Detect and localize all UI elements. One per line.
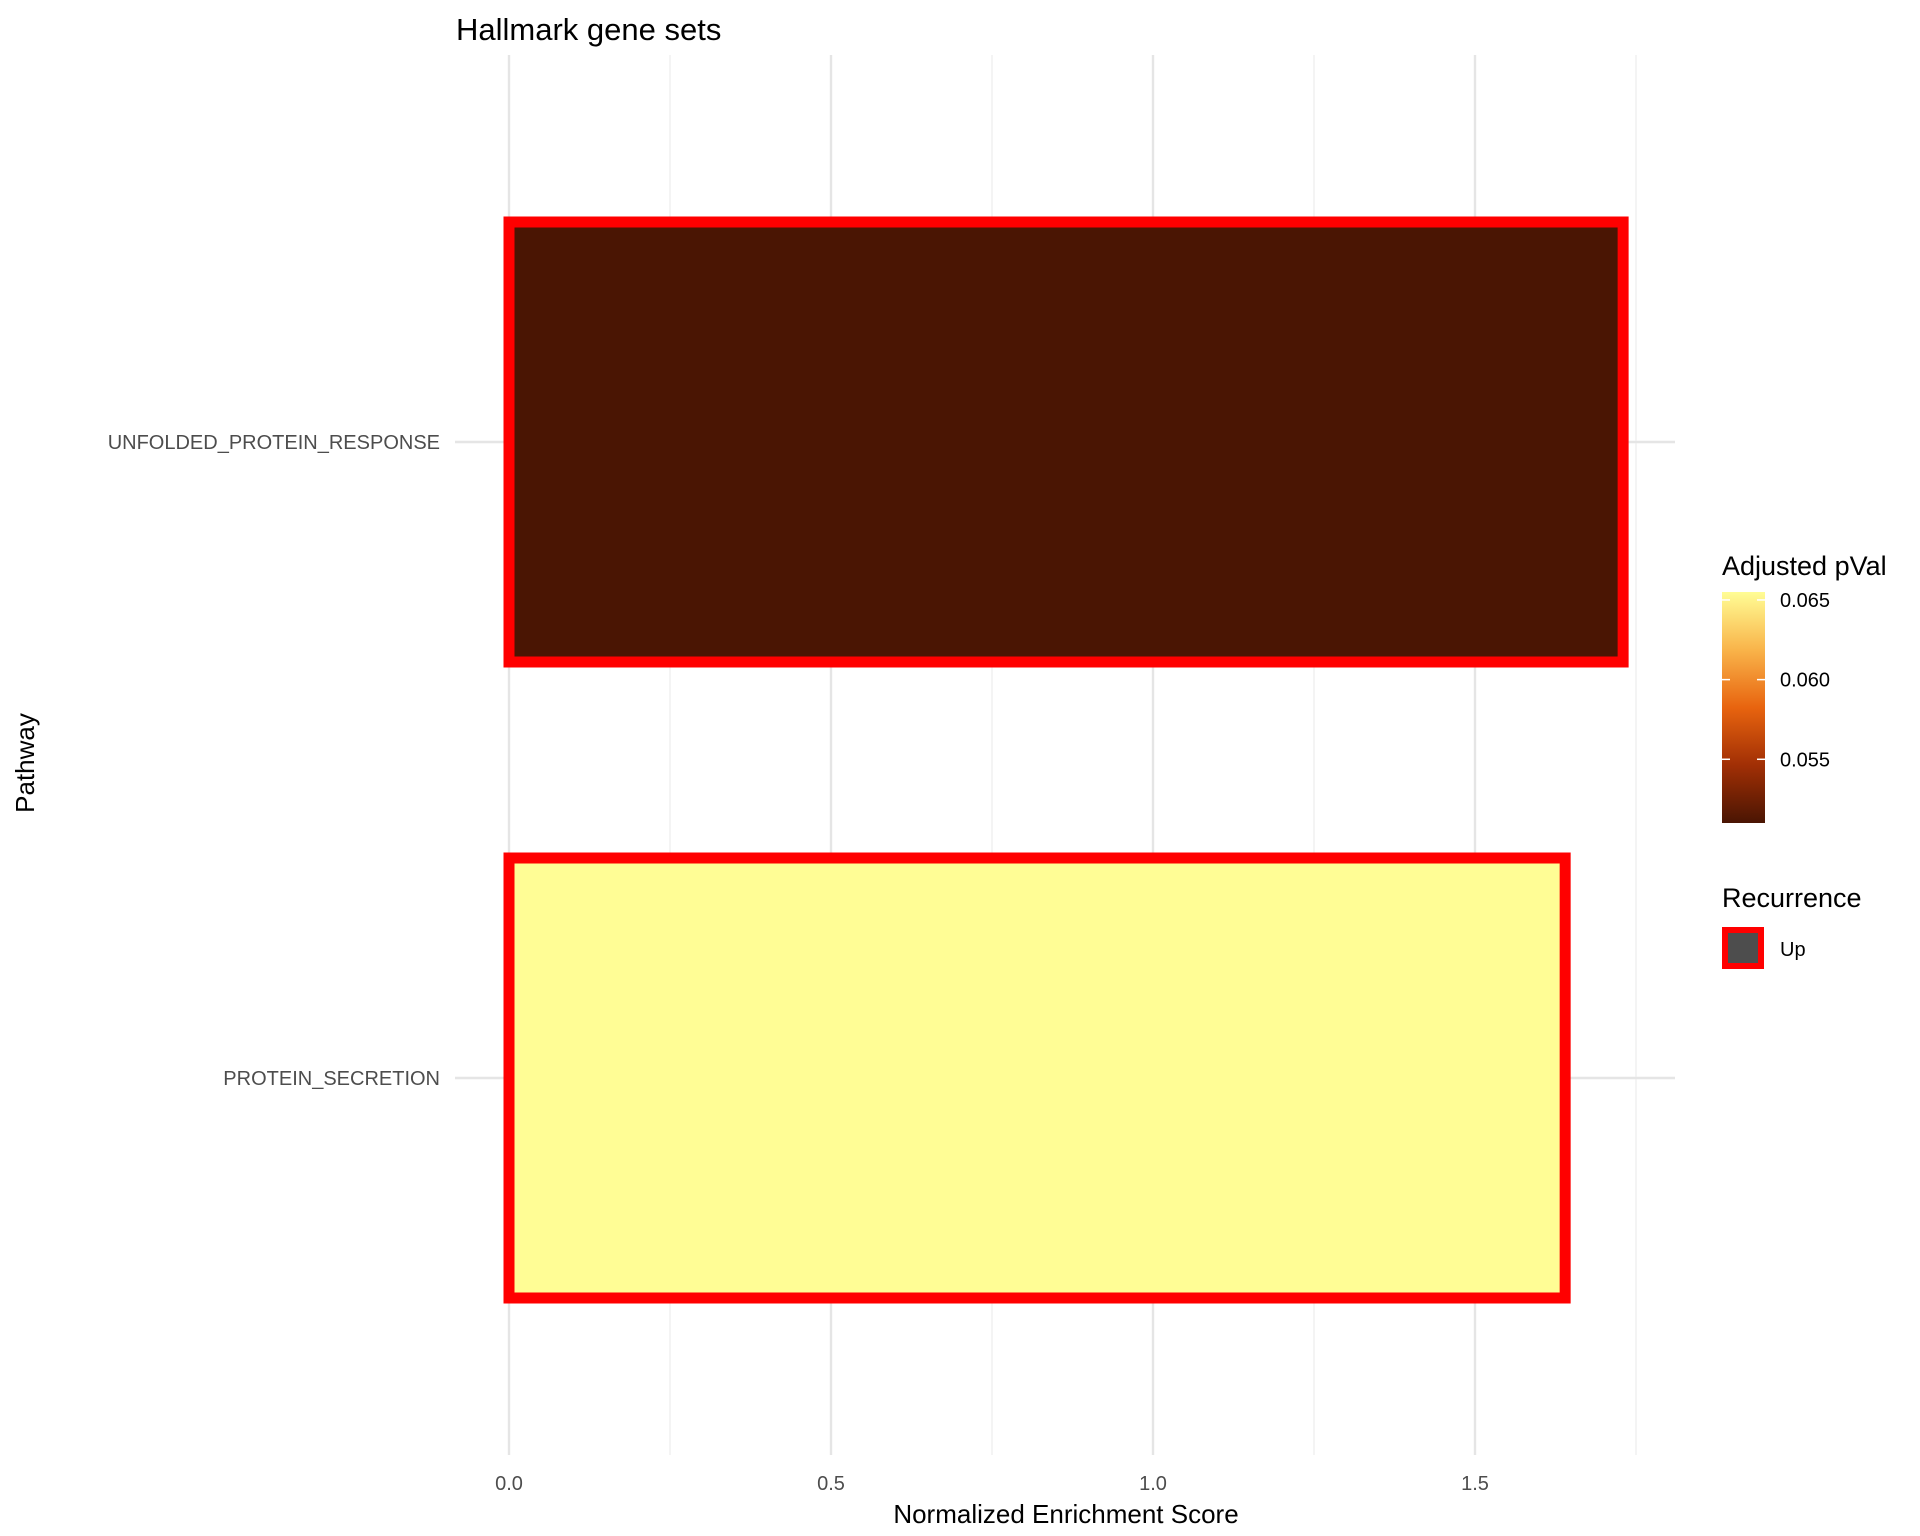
x-tick-label: 1.0 <box>1139 1473 1167 1495</box>
bars <box>503 216 1629 1304</box>
outline-legend: Recurrence Up <box>1722 883 1862 969</box>
fill-legend: Adjusted pVal 0.065 0.060 0.055 <box>1722 551 1887 823</box>
fill-legend-title: Adjusted pVal <box>1722 551 1887 581</box>
x-axis-title: Normalized Enrichment Score <box>893 1499 1238 1529</box>
colorbar-tick-label: 0.060 <box>1780 670 1830 692</box>
colorbar-tick-label: 0.055 <box>1780 749 1830 771</box>
bar-protein-secretion <box>503 852 1571 1304</box>
y-axis-ticks: UNFOLDED_PROTEIN_RESPONSE PROTEIN_SECRETI… <box>108 432 440 1090</box>
outline-legend-title: Recurrence <box>1722 883 1862 913</box>
bar-unfolded-protein-response <box>503 216 1629 668</box>
legend-key-up <box>1722 927 1764 969</box>
x-axis-ticks: 0.0 0.5 1.0 1.5 <box>495 1473 1489 1495</box>
y-axis-title: Pathway <box>10 713 40 813</box>
y-tick-label: PROTEIN_SECRETION <box>223 1068 440 1090</box>
x-tick-label: 0.5 <box>817 1473 845 1495</box>
y-tick-label: UNFOLDED_PROTEIN_RESPONSE <box>108 432 440 454</box>
colorbar <box>1722 592 1765 823</box>
colorbar-ticks: 0.065 0.060 0.055 <box>1722 590 1830 771</box>
chart-title: Hallmark gene sets <box>456 12 721 47</box>
legend-label-up: Up <box>1780 939 1806 961</box>
x-tick-label: 0.0 <box>495 1473 523 1495</box>
x-tick-label: 1.5 <box>1461 1473 1489 1495</box>
colorbar-tick-label: 0.065 <box>1780 590 1830 612</box>
